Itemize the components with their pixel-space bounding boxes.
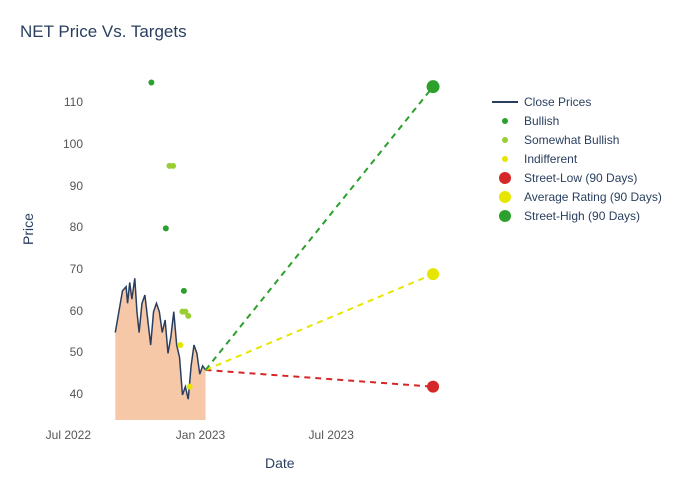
y-axis-label: Price: [20, 213, 36, 245]
x-tick-label: Jan 2023: [171, 428, 231, 442]
plot-area: [0, 0, 700, 500]
legend-label: Street-High (90 Days): [524, 209, 640, 223]
legend-swatch: [490, 132, 520, 148]
legend-swatch: [490, 208, 520, 224]
legend-label: Street-Low (90 Days): [524, 171, 637, 185]
legend-item[interactable]: Close Prices: [490, 92, 662, 111]
legend-item[interactable]: Average Rating (90 Days): [490, 187, 662, 206]
x-tick-label: Jul 2022: [38, 428, 98, 442]
legend-item[interactable]: Street-High (90 Days): [490, 206, 662, 225]
legend-item[interactable]: Somewhat Bullish: [490, 130, 662, 149]
legend-label: Somewhat Bullish: [524, 133, 619, 147]
legend: Close Prices Bullish Somewhat Bullish Indif…: [490, 92, 662, 225]
legend-label: Close Prices: [524, 95, 591, 109]
y-tick-label: 60: [55, 304, 83, 318]
y-tick-label: 70: [55, 262, 83, 276]
y-tick-label: 80: [55, 220, 83, 234]
legend-item[interactable]: Indifferent: [490, 149, 662, 168]
x-axis-label: Date: [265, 455, 295, 471]
legend-swatch: [490, 189, 520, 205]
legend-item[interactable]: Street-Low (90 Days): [490, 168, 662, 187]
legend-swatch: [490, 170, 520, 186]
legend-label: Average Rating (90 Days): [524, 190, 662, 204]
chart-container: NET Price Vs. Targets 405060708090100110…: [0, 0, 700, 500]
legend-label: Bullish: [524, 114, 559, 128]
legend-swatch: [490, 96, 520, 108]
x-tick-label: Jul 2023: [301, 428, 361, 442]
y-tick-label: 40: [55, 387, 83, 401]
y-tick-label: 100: [55, 137, 83, 151]
y-tick-label: 90: [55, 179, 83, 193]
y-tick-label: 50: [55, 345, 83, 359]
legend-swatch: [490, 151, 520, 167]
legend-label: Indifferent: [524, 152, 577, 166]
legend-swatch: [490, 113, 520, 129]
legend-item[interactable]: Bullish: [490, 111, 662, 130]
y-tick-label: 110: [55, 95, 83, 109]
